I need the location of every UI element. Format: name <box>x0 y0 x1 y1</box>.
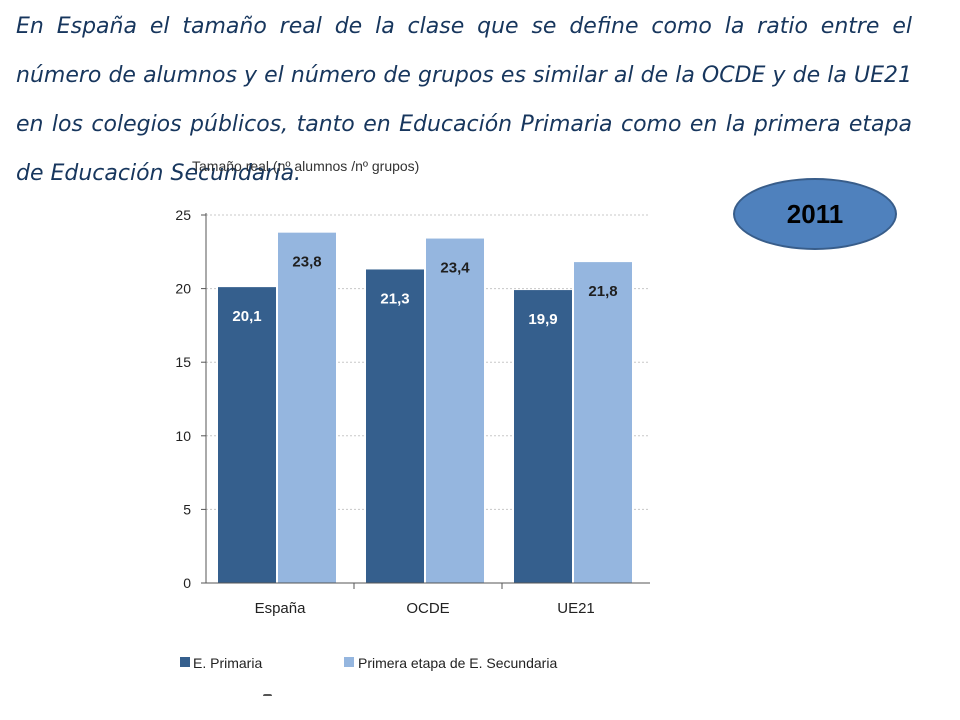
bar <box>426 238 484 583</box>
legend-label: E. Primaria <box>193 655 262 671</box>
y-tick-label: 0 <box>183 575 191 591</box>
legend-swatch <box>344 657 354 667</box>
year-badge: 2011 <box>733 178 897 250</box>
chart-bars: 20,1 23,8 21,3 23,4 19,9 21,8 <box>218 232 632 583</box>
y-tick-label: 15 <box>175 354 191 370</box>
data-label: 23,4 <box>440 260 470 277</box>
chart-axes: 0 5 10 15 20 25 España OCDE UE21 <box>175 207 650 617</box>
x-category-label: España <box>255 600 307 617</box>
bar <box>514 290 572 583</box>
trailing-mark <box>263 694 272 699</box>
y-tick-label: 10 <box>175 428 191 444</box>
data-label: 21,3 <box>380 290 409 307</box>
data-label: 19,9 <box>528 311 557 328</box>
y-tick-label: 5 <box>183 501 191 517</box>
legend-label: Primera etapa de E. Secundaria <box>358 655 557 671</box>
data-label: 20,1 <box>232 308 261 325</box>
data-label: 23,8 <box>292 254 321 271</box>
data-label: 21,8 <box>588 283 617 300</box>
bar <box>574 262 632 583</box>
intro-paragraph: En España el tamaño real de la clase que… <box>16 14 912 186</box>
x-category-label: UE21 <box>557 600 595 617</box>
legend-swatch <box>180 657 190 667</box>
chart-title: Tamaño real (nº alumnos /nº grupos) <box>192 158 419 174</box>
bar <box>278 232 336 583</box>
y-tick-label: 20 <box>175 281 191 297</box>
y-tick-label: 25 <box>175 207 191 223</box>
bar <box>366 269 424 583</box>
x-category-label: OCDE <box>406 600 449 617</box>
bar <box>218 287 276 583</box>
chart-legend: E. Primaria Primera etapa de E. Secundari… <box>180 655 557 671</box>
